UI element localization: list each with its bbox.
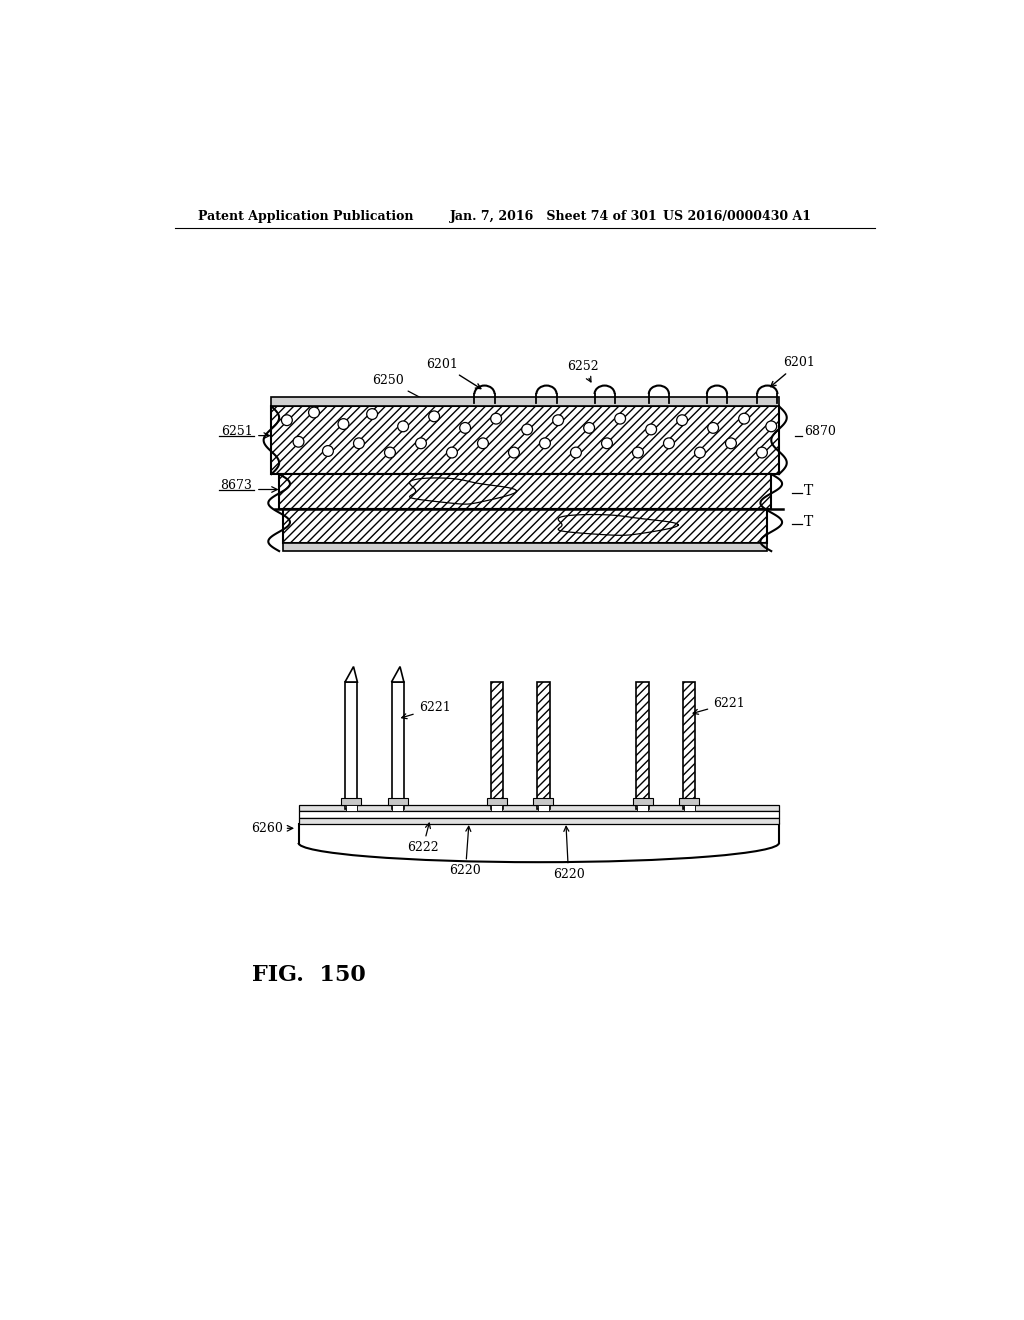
Circle shape <box>694 447 706 458</box>
Bar <box>299 817 779 824</box>
Circle shape <box>766 421 776 432</box>
Circle shape <box>282 414 292 425</box>
Circle shape <box>738 413 750 424</box>
Text: Jan. 7, 2016   Sheet 74 of 301: Jan. 7, 2016 Sheet 74 of 301 <box>450 210 657 223</box>
Text: 6221: 6221 <box>693 697 744 714</box>
Circle shape <box>601 438 612 449</box>
Text: 6250: 6250 <box>372 374 430 403</box>
Circle shape <box>726 438 736 449</box>
Text: US 2016/0000430 A1: US 2016/0000430 A1 <box>663 210 811 223</box>
Text: T: T <box>804 484 813 498</box>
Bar <box>633 797 652 805</box>
Circle shape <box>308 407 319 418</box>
Text: 6870: 6870 <box>804 425 836 438</box>
Text: 6251: 6251 <box>220 425 252 438</box>
Bar <box>299 805 779 812</box>
Text: 6220: 6220 <box>553 826 585 882</box>
Polygon shape <box>391 667 403 682</box>
Circle shape <box>664 438 675 449</box>
Circle shape <box>323 446 334 457</box>
Circle shape <box>367 409 378 420</box>
Bar <box>271 407 779 474</box>
Circle shape <box>397 421 409 432</box>
Bar <box>490 682 503 809</box>
Bar <box>486 797 507 805</box>
Text: 6260: 6260 <box>251 822 283 834</box>
Text: 6221: 6221 <box>401 701 451 718</box>
Circle shape <box>416 438 426 449</box>
Bar <box>341 797 361 805</box>
Circle shape <box>429 411 439 422</box>
Circle shape <box>553 414 563 425</box>
Circle shape <box>757 447 767 458</box>
Circle shape <box>677 414 687 425</box>
Circle shape <box>570 447 582 458</box>
Bar <box>538 682 550 809</box>
Text: 6201: 6201 <box>426 358 481 388</box>
Polygon shape <box>345 667 357 682</box>
Circle shape <box>521 424 532 434</box>
Bar <box>683 682 695 809</box>
Circle shape <box>460 422 471 433</box>
Text: 6252: 6252 <box>566 360 598 381</box>
Bar <box>283 508 767 544</box>
Circle shape <box>293 437 304 447</box>
Circle shape <box>584 422 595 433</box>
Text: 6201: 6201 <box>771 356 815 387</box>
Bar <box>345 682 357 809</box>
Bar <box>388 797 408 805</box>
Text: 8673: 8673 <box>220 479 253 492</box>
Circle shape <box>633 447 643 458</box>
Text: T: T <box>804 515 813 529</box>
Bar <box>534 797 554 805</box>
Circle shape <box>708 422 719 433</box>
Bar <box>684 805 694 812</box>
Bar <box>538 805 549 812</box>
Text: FIG.  150: FIG. 150 <box>252 964 366 986</box>
Circle shape <box>477 438 488 449</box>
Circle shape <box>614 413 626 424</box>
Bar <box>271 397 779 407</box>
Bar <box>679 797 699 805</box>
Bar <box>636 682 649 809</box>
Text: Patent Application Publication: Patent Application Publication <box>198 210 414 223</box>
Circle shape <box>338 418 349 429</box>
Bar <box>492 805 503 812</box>
Circle shape <box>490 413 502 424</box>
Bar <box>392 805 403 812</box>
Circle shape <box>540 438 550 449</box>
Text: 6222: 6222 <box>407 824 438 854</box>
Bar <box>391 682 403 809</box>
Bar <box>280 474 771 508</box>
Circle shape <box>509 447 519 458</box>
Bar <box>299 812 779 817</box>
Circle shape <box>385 447 395 458</box>
Bar <box>283 544 767 552</box>
Text: 6220: 6220 <box>450 826 481 878</box>
Circle shape <box>646 424 656 434</box>
Circle shape <box>446 447 458 458</box>
Circle shape <box>353 438 365 449</box>
Bar <box>346 805 356 812</box>
Bar <box>637 805 648 812</box>
